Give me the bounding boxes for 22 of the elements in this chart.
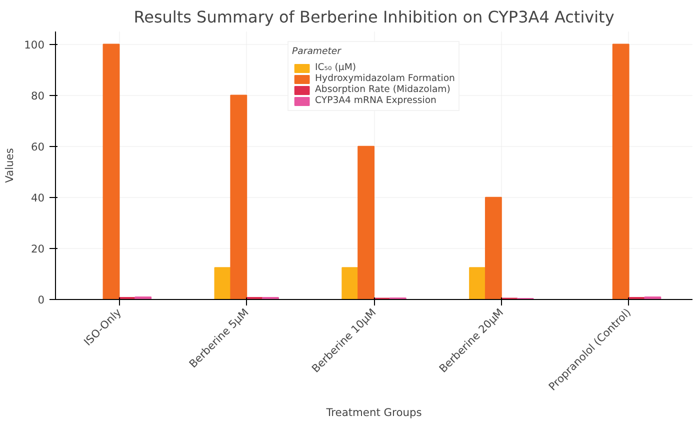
bar (612, 44, 630, 300)
y-tick-label: 40 (30, 191, 45, 204)
bar (342, 267, 359, 300)
x-axis-title: Treatment Groups (325, 406, 422, 419)
chart-title: Results Summary of Berberine Inhibition on CYP3A4 Activity (134, 8, 614, 26)
legend-label: Hydroxymidazolam Formation (315, 73, 455, 84)
bar (214, 267, 232, 300)
legend-label: CYP3A4 mRNA Expression (315, 95, 436, 106)
y-axis-title: Values (3, 148, 16, 183)
y-tick-label: 60 (30, 140, 45, 154)
bar (230, 94, 248, 300)
y-tick-label: 100 (24, 38, 45, 52)
y-tick-label: 80 (30, 89, 45, 102)
legend-title: Parameter (292, 46, 342, 57)
legend-label: IC₅₀ (μM) (315, 62, 356, 73)
bar (102, 44, 120, 300)
bar (484, 196, 502, 300)
y-tick-label: 20 (30, 242, 45, 256)
bar (469, 267, 486, 300)
y-tick-label: 0 (38, 294, 45, 306)
legend-label: Absorption Rate (Midazolam) (315, 84, 450, 95)
bar (358, 146, 374, 300)
